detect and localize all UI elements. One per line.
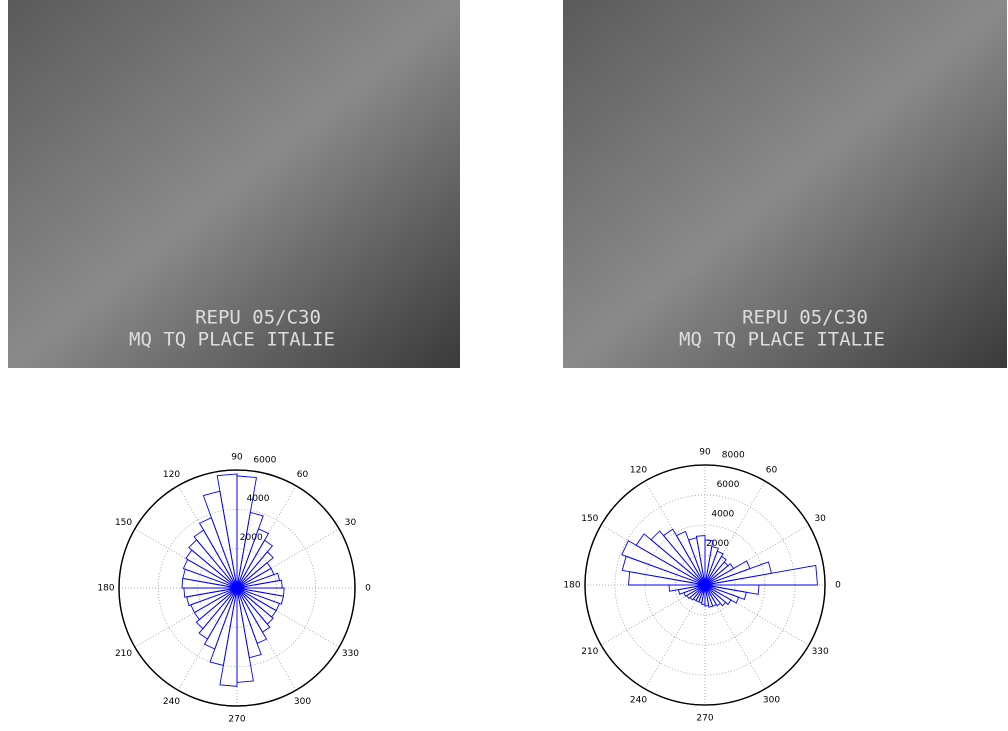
r-tick-label: 2000 xyxy=(240,533,263,543)
outer-circle xyxy=(584,464,826,706)
theta-tick-label: 0 xyxy=(835,581,841,591)
rose-bar xyxy=(662,528,706,586)
theta-tick-label: 330 xyxy=(342,649,359,659)
theta-tick-label: 90 xyxy=(231,453,243,463)
rose-bar xyxy=(236,587,285,597)
theta-tick-label: 120 xyxy=(630,465,647,475)
theta-tick-label: 180 xyxy=(563,581,580,591)
theta-tick-label: 90 xyxy=(699,448,711,458)
theta-tick-label: 210 xyxy=(581,647,598,657)
r-tick-label: 8000 xyxy=(722,450,745,460)
theta-tick-label: 270 xyxy=(696,714,713,724)
theta-tick-label: 120 xyxy=(163,470,180,480)
theta-tick-label: 150 xyxy=(115,518,132,528)
frame-overlay: MQ TQ PLACE ITALIE xyxy=(129,329,335,351)
theta-tick-label: 150 xyxy=(581,514,598,524)
video-frame xyxy=(8,0,460,368)
rose-bar xyxy=(236,587,277,618)
theta-tick-label: 0 xyxy=(365,584,371,594)
spoke-grid-line xyxy=(704,524,810,586)
theta-tick-label: 180 xyxy=(97,584,114,594)
rose-bar xyxy=(193,529,238,589)
outer-circle xyxy=(118,469,356,707)
rose-bar xyxy=(185,549,238,589)
frame-overlay: REPU 05/C30 xyxy=(742,307,868,329)
spoke-grid-line xyxy=(644,584,706,690)
theta-tick-label: 240 xyxy=(630,696,647,706)
rose-bar xyxy=(704,584,760,595)
video-frame xyxy=(563,0,1007,368)
r-tick-label: 6000 xyxy=(253,455,276,465)
theta-tick-label: 240 xyxy=(163,697,180,707)
r-tick-label: 4000 xyxy=(711,510,734,520)
theta-tick-label: 300 xyxy=(763,696,780,706)
rose-bar xyxy=(193,587,238,621)
theta-tick-label: 30 xyxy=(345,518,357,528)
theta-tick-label: 210 xyxy=(115,649,132,659)
rose-bar xyxy=(236,587,271,633)
theta-tick-label: 60 xyxy=(766,465,778,475)
spoke-grid-line xyxy=(704,584,810,646)
theta-tick-label: 300 xyxy=(294,697,311,707)
theta-tick-label: 330 xyxy=(812,647,829,657)
r-tick-label: 4000 xyxy=(247,494,270,504)
frame-overlay: MQ TQ PLACE ITALIE xyxy=(679,329,885,351)
spoke-grid-line xyxy=(704,480,766,586)
r-tick-label: 2000 xyxy=(706,539,729,549)
r-tick-label: 6000 xyxy=(717,480,740,490)
rose-bar xyxy=(236,539,274,589)
theta-tick-label: 60 xyxy=(297,470,309,480)
frame-overlay: REPU 05/C30 xyxy=(195,307,321,329)
theta-tick-label: 30 xyxy=(814,514,826,524)
rose-bar xyxy=(628,571,706,586)
rose-bar xyxy=(198,587,238,640)
rose-bar xyxy=(635,533,706,586)
theta-tick-label: 270 xyxy=(228,715,245,725)
spoke-grid-line xyxy=(704,584,766,690)
